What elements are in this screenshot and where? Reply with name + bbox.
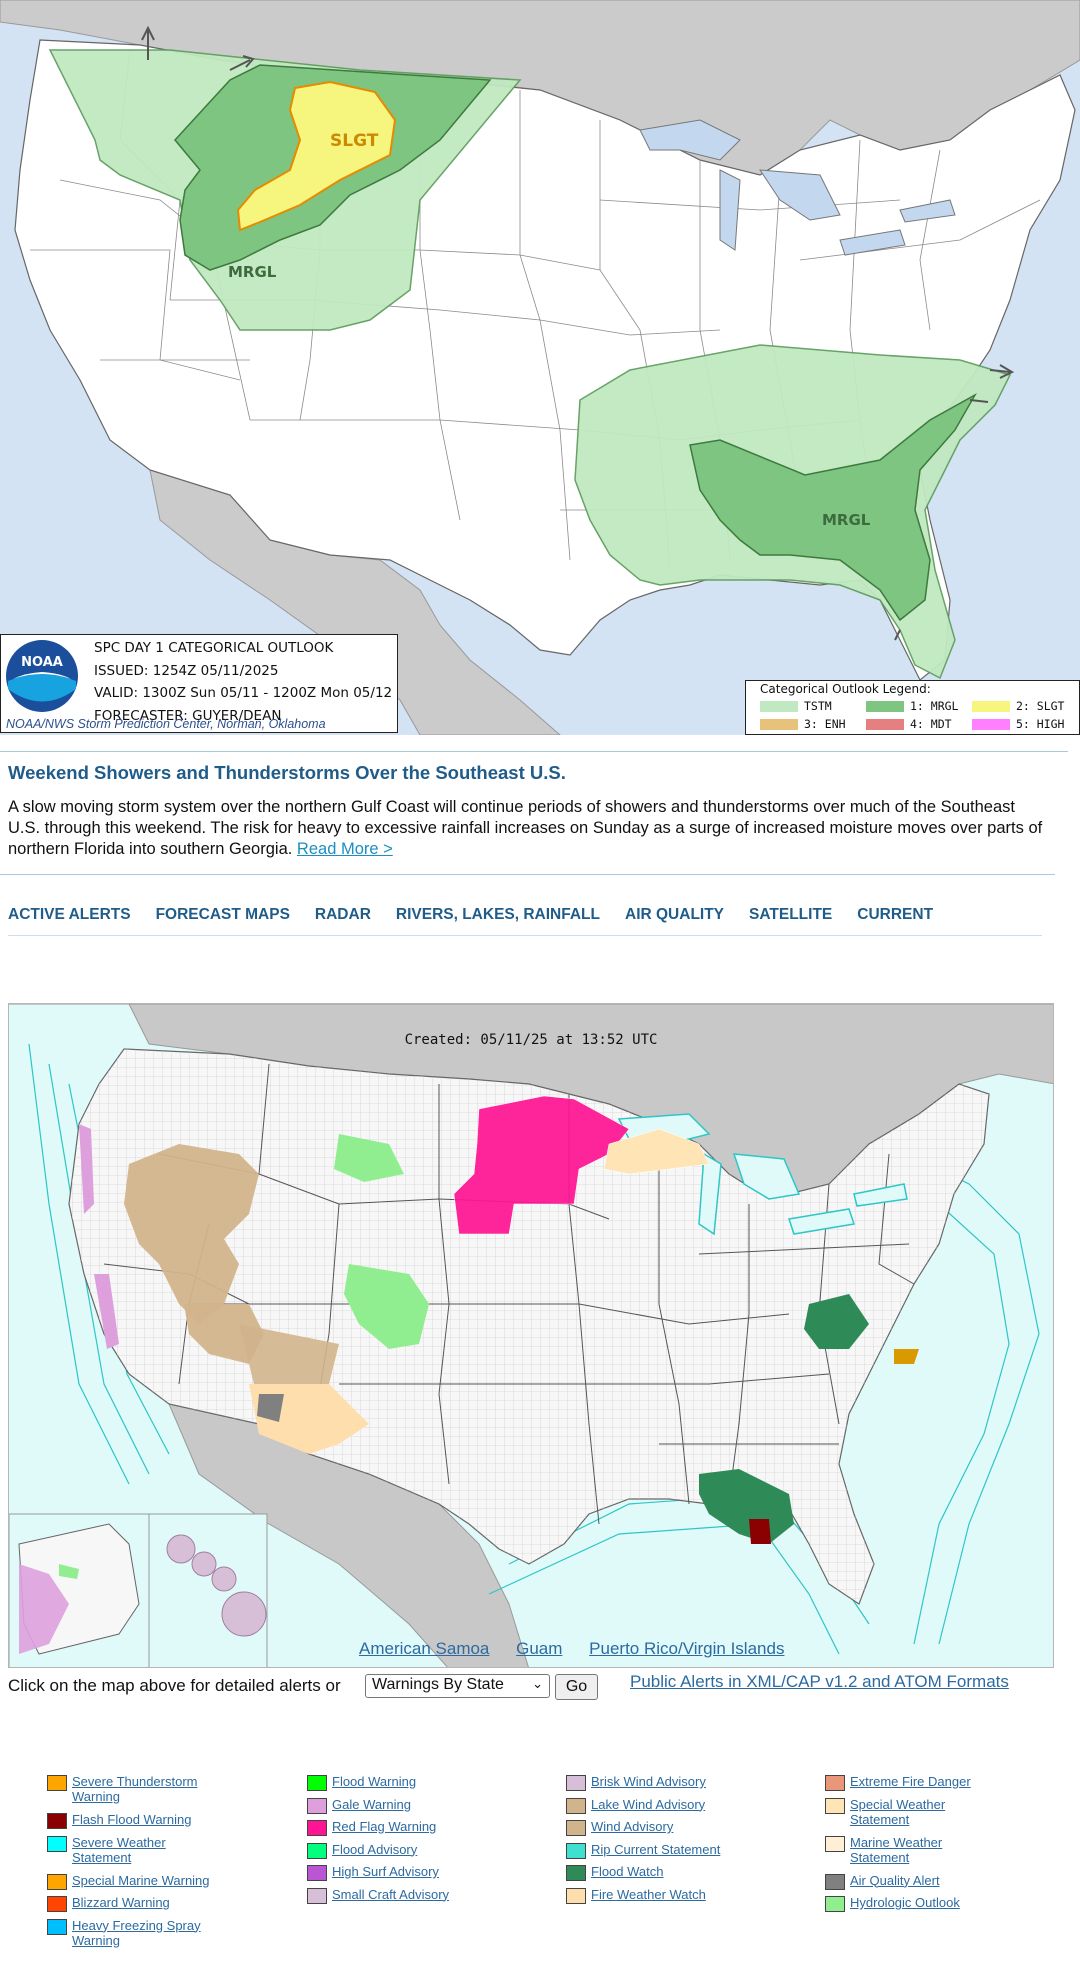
mrgl-west-label: MRGL [228, 263, 277, 281]
article-headline: Weekend Showers and Thunderstorms Over t… [8, 762, 566, 783]
legend-swatch [866, 701, 904, 712]
hazard-swatch [307, 1775, 327, 1791]
outlook-info-box: NOAA SPC DAY 1 CATEGORICAL OUTLOOK ISSUE… [0, 634, 398, 733]
nav-radar[interactable]: RADAR [314, 906, 371, 923]
slgt-label: SLGT [330, 131, 379, 151]
hazard-swatch [47, 1835, 67, 1852]
legend-swatch [972, 719, 1010, 730]
hazard-legend-label[interactable]: Flood Advisory [332, 1841, 418, 1857]
outlook-forecaster: FORECASTER: GUYER/DEAN [94, 707, 282, 724]
hazard-legend-label[interactable]: Red Flag Warning [332, 1819, 437, 1834]
hazard-legend-label[interactable]: Special Weather Statement [850, 1796, 946, 1827]
chevron-down-icon: ⌄ [532, 1676, 543, 1691]
legend-swatch [760, 701, 798, 712]
legend-swatch [866, 719, 904, 730]
hazard-swatch [47, 1813, 67, 1829]
hazard-legend-label[interactable]: Gale Warning [332, 1796, 411, 1812]
outlook-title: SPC DAY 1 CATEGORICAL OUTLOOK [94, 640, 334, 656]
hazard-legend-label[interactable]: Rip Current Statement [591, 1841, 721, 1857]
hazard-swatch [47, 1775, 67, 1791]
legend-swatch [972, 701, 1010, 712]
hazard-legend-label[interactable]: Extreme Fire Danger [850, 1774, 971, 1789]
hazard-swatch [566, 1820, 586, 1836]
legend-title: Categorical Outlook Legend: [760, 682, 931, 696]
hazard-swatch [307, 1842, 327, 1859]
divider [0, 874, 1055, 875]
map-created-timestamp: Created: 05/11/25 at 13:52 UTC [404, 1032, 658, 1048]
summary-text: A slow moving storm system over the nort… [8, 798, 1043, 858]
hazard-swatch [47, 1896, 67, 1912]
nav-satellite[interactable]: SATELLITE [749, 906, 833, 923]
nav-air-quality[interactable]: AIR QUALITY [625, 906, 725, 923]
nav-rivers-lakes-rainfall[interactable]: RIVERS, LAKES, RAINFALL [395, 906, 600, 923]
spc-map-graphic: SLGT MRGL MRGL [0, 0, 1080, 735]
article-summary: A slow moving storm system over the nort… [8, 797, 1048, 860]
active-alerts-map[interactable]: Created: 05/11/25 at 13:52 UTC American … [8, 1003, 1054, 1668]
hazard-legend-label[interactable]: Blizzard Warning [72, 1895, 170, 1910]
hazard-swatch [307, 1887, 327, 1904]
warnings-select[interactable]: Warnings By State ⌄ [365, 1674, 550, 1698]
hazard-swatch [566, 1775, 586, 1791]
hazard-legend-label[interactable]: Air Quality Alert [850, 1872, 940, 1888]
hazard-legend-label[interactable]: Marine Weather Statement [850, 1834, 943, 1865]
hazard-swatch [47, 1918, 67, 1935]
spc-outlook-map[interactable]: SLGT MRGL MRGL NOAA SPC DAY 1 CATEGORICA… [0, 0, 1080, 735]
hazard-swatch [566, 1842, 586, 1859]
link-guam[interactable]: Guam [516, 1639, 563, 1658]
read-more-link[interactable]: Read More > [296, 840, 393, 858]
noaa-logo: NOAA [5, 639, 79, 713]
hazard-swatch [566, 1797, 586, 1814]
link-puerto-rico[interactable]: Puerto Rico/Virgin Islands [589, 1639, 785, 1658]
divider [0, 751, 1068, 752]
hazard-legend-label[interactable]: Heavy Freezing Spray Warning [72, 1917, 201, 1948]
hazard-legend-label[interactable]: Flood Watch [591, 1864, 664, 1879]
hazard-legend-label[interactable]: Lake Wind Advisory [591, 1796, 706, 1812]
hazard-swatch [825, 1775, 845, 1791]
outlook-issued: ISSUED: 1254Z 05/11/2025 [94, 662, 279, 679]
link-american-samoa[interactable]: American Samoa [359, 1639, 490, 1658]
hazard-legend-label[interactable]: High Surf Advisory [332, 1864, 439, 1879]
alert-controls: Click on the map above for detailed aler… [8, 1672, 1068, 1702]
controls-label: Click on the map above for detailed aler… [8, 1676, 341, 1695]
territory-links: American Samoa Guam Puerto Rico/Virgin I… [359, 1639, 806, 1659]
hazard-legend-label[interactable]: Severe Thunderstorm Warning [72, 1774, 198, 1804]
xml-cap-link[interactable]: Public Alerts in XML/CAP v1.2 and ATOM F… [630, 1672, 1009, 1691]
hazard-legend-label[interactable]: Flood Warning [332, 1774, 417, 1789]
hazard-swatch [825, 1797, 845, 1814]
go-button[interactable]: Go [555, 1674, 598, 1700]
hazard-legend-label[interactable]: Small Craft Advisory [332, 1886, 450, 1902]
divider [8, 935, 1042, 936]
hazard-swatch [825, 1835, 845, 1852]
hazard-legend-label[interactable]: Fire Weather Watch [591, 1886, 706, 1902]
alerts-map-graphic [9, 1004, 1053, 1667]
hazard-legend-label[interactable]: Flash Flood Warning [72, 1812, 192, 1827]
outlook-valid: VALID: 1300Z Sun 05/11 - 1200Z Mon 05/12 [94, 685, 393, 701]
svg-text:NOAA: NOAA [21, 655, 63, 670]
hazard-legend-label[interactable]: Severe Weather Statement [72, 1834, 166, 1865]
legend-swatch [760, 719, 798, 730]
spc-credit: NOAA/NWS Storm Prediction Center, Norman… [6, 717, 326, 731]
hazard-swatch [47, 1873, 67, 1890]
nav-active-alerts[interactable]: ACTIVE ALERTS [8, 906, 131, 923]
nav-current[interactable]: CURRENT [857, 906, 934, 923]
hazard-legend-label[interactable]: Hydrologic Outlook [850, 1895, 960, 1910]
hazard-swatch [825, 1896, 845, 1912]
hazard-swatch [566, 1887, 586, 1904]
mrgl-east-label: MRGL [822, 511, 871, 529]
nav-forecast-maps[interactable]: FORECAST MAPS [155, 906, 290, 923]
nav-bar: ACTIVE ALERTS FORECAST MAPS RADAR RIVERS… [8, 906, 958, 924]
hazard-swatch [566, 1865, 586, 1881]
hazard-legend-label[interactable]: Wind Advisory [591, 1819, 674, 1834]
hazard-legend-label[interactable]: Brisk Wind Advisory [591, 1774, 706, 1789]
hazard-legend-label[interactable]: Special Marine Warning [72, 1872, 210, 1888]
hazard-swatch [307, 1865, 327, 1881]
hazard-swatch [825, 1873, 845, 1890]
hazard-swatch [307, 1797, 327, 1814]
hazard-swatch [307, 1820, 327, 1836]
categorical-outlook-legend: Categorical Outlook Legend: TSTM 1: MRGL… [745, 680, 1080, 735]
